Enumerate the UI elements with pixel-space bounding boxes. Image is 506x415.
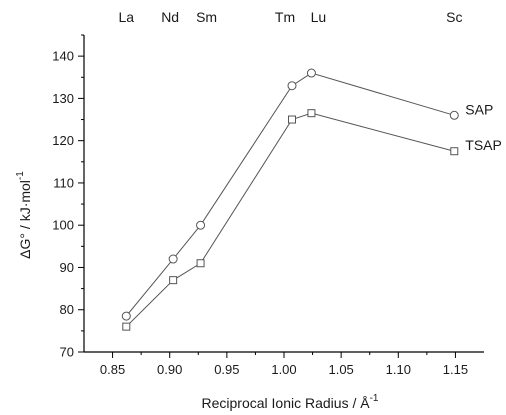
element-labels: La Nd Sm Tm Lu Sc <box>118 9 462 25</box>
y-axis-title: ΔG° / kJ·mol-1 <box>15 171 33 259</box>
y-tick-label: 100 <box>52 218 74 233</box>
series-sap: SAP <box>121 68 493 321</box>
element-label: Tm <box>275 9 295 25</box>
data-point <box>196 220 206 230</box>
data-point <box>196 259 205 268</box>
x-tick-label: 1.15 <box>443 362 468 377</box>
series-line <box>125 72 455 317</box>
element-label: Sc <box>446 9 462 25</box>
axes <box>83 35 484 353</box>
y-tick-label: 110 <box>53 175 74 190</box>
y-tick-label: 130 <box>52 91 74 106</box>
element-label: Lu <box>311 9 327 25</box>
data-point <box>307 109 316 118</box>
y-axis-ticks: 70 80 90 100 110 120 130 140 <box>52 34 84 360</box>
series-line <box>125 112 455 327</box>
series-label: SAP <box>465 101 493 117</box>
x-tick-label: 0.85 <box>100 362 125 377</box>
element-label: Nd <box>161 9 179 25</box>
y-tick-label: 70 <box>60 345 74 360</box>
series-tsap: TSAP <box>122 109 502 331</box>
y-tick-label: 140 <box>52 49 74 64</box>
data-point <box>121 311 131 321</box>
x-tick-label: 0.90 <box>157 362 182 377</box>
series-label: TSAP <box>465 137 502 153</box>
x-tick-label: 1.10 <box>386 362 411 377</box>
x-axis-ticks: 0.85 0.90 0.95 1.00 1.05 1.10 1.15 <box>100 352 468 377</box>
data-point <box>449 110 459 120</box>
data-point <box>288 115 296 124</box>
data-point <box>450 147 459 156</box>
y-tick-label: 80 <box>60 302 74 317</box>
x-tick-label: 1.05 <box>328 362 353 377</box>
data-point <box>122 322 131 331</box>
data-point <box>168 254 178 264</box>
x-axis-title: Reciprocal Ionic Radius / Å-1 <box>202 393 379 411</box>
data-point <box>287 81 297 91</box>
element-label: La <box>118 9 134 25</box>
series-group: SAP TSAP <box>121 68 502 331</box>
x-tick-label: 0.95 <box>214 362 239 377</box>
data-point <box>169 276 178 285</box>
element-label: Sm <box>196 9 217 25</box>
y-tick-label: 90 <box>60 260 74 275</box>
data-point <box>306 68 316 78</box>
x-tick-label: 1.00 <box>271 362 296 377</box>
y-tick-label: 120 <box>52 133 74 148</box>
